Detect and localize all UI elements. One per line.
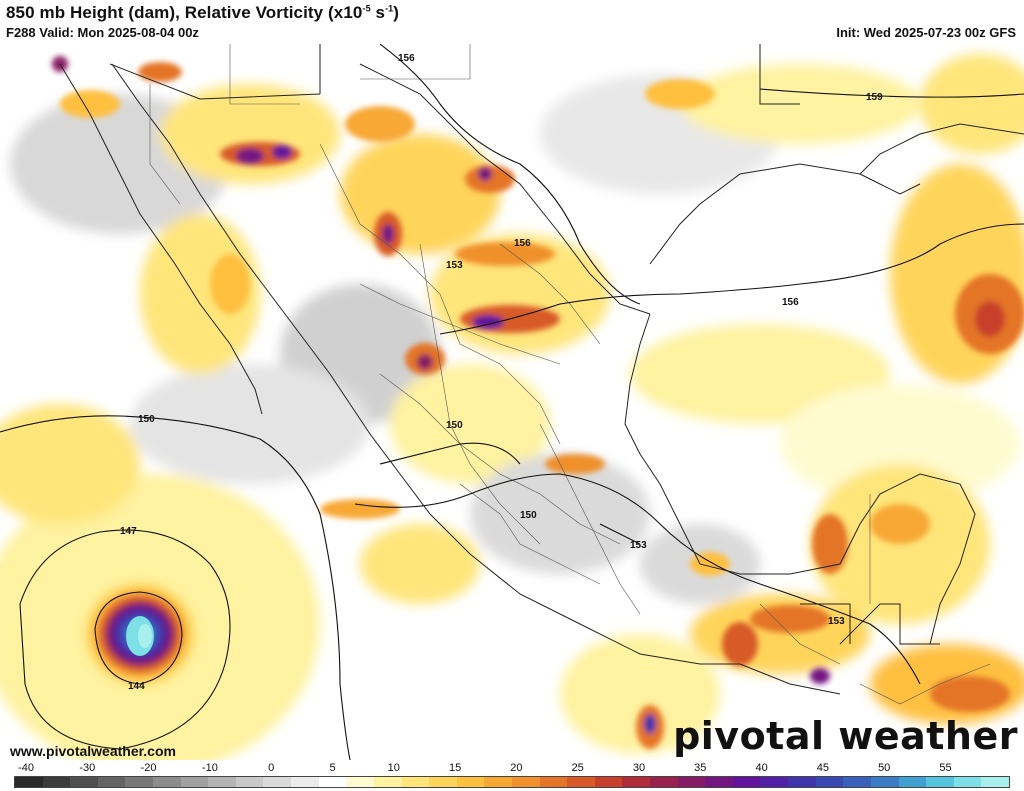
state-borders bbox=[149, 44, 991, 705]
colorbar-segment bbox=[318, 777, 347, 787]
website-url: www.pivotalweather.com bbox=[10, 743, 176, 759]
colorbar-tick-label: 45 bbox=[816, 762, 830, 774]
colorbar-segment bbox=[870, 777, 899, 787]
map-title: 850 mb Height (dam), Relative Vorticity … bbox=[6, 3, 400, 22]
colorbar-segment bbox=[815, 777, 844, 787]
colorbar-tick-label: -20 bbox=[140, 762, 157, 774]
colorbar-segment bbox=[484, 777, 512, 787]
colorbar-segment bbox=[153, 777, 181, 787]
colorbar-segment bbox=[291, 777, 319, 787]
colorbar-segment bbox=[346, 777, 374, 787]
colorbar-segment bbox=[70, 777, 98, 787]
weather-map[interactable]: 156 159 156 153 156 150 150 150 147 144 … bbox=[0, 44, 1024, 760]
colorbar-segment bbox=[456, 777, 485, 787]
colorbar-segment bbox=[539, 777, 568, 787]
colorbar-tick-label: 30 bbox=[632, 762, 646, 774]
map-canvas: 156 159 156 153 156 150 150 150 147 144 … bbox=[0, 44, 1024, 760]
colorbar-segment bbox=[511, 777, 540, 787]
colorbar-segment bbox=[263, 777, 292, 787]
colorbar-tick-label: 10 bbox=[387, 762, 400, 774]
colorbar-tick-label: -10 bbox=[201, 762, 218, 774]
vorticity-maxima bbox=[52, 56, 1024, 749]
colorbar-tick-label: 50 bbox=[878, 762, 891, 774]
colorbar-segment bbox=[843, 777, 871, 787]
contour-label: 150 bbox=[138, 414, 155, 425]
colorbar-tick-label: 40 bbox=[755, 762, 768, 774]
colorbar-tick-label: 25 bbox=[571, 762, 584, 774]
colorbar-segment bbox=[760, 777, 789, 787]
contour-label: 150 bbox=[446, 420, 463, 431]
colorbar-tick-label: -30 bbox=[79, 762, 96, 774]
coastlines bbox=[59, 44, 1024, 695]
colorbar-tick-label: 20 bbox=[510, 762, 523, 774]
height-contours bbox=[0, 44, 1024, 760]
pivotal-weather-logo: pivotal weather bbox=[673, 714, 1018, 758]
colorbar-tick-label: 55 bbox=[939, 762, 952, 774]
contour-label: 147 bbox=[120, 526, 137, 537]
colorbar-segment bbox=[594, 777, 623, 787]
colorbar-segment bbox=[622, 777, 651, 787]
colorbar-segment bbox=[373, 777, 402, 787]
contour-label: 156 bbox=[398, 53, 415, 64]
colorbar-segment bbox=[788, 777, 816, 787]
contour-label: 150 bbox=[520, 510, 537, 521]
colorbar-tick-label: 15 bbox=[448, 762, 462, 774]
colorbar-segment bbox=[732, 777, 761, 787]
colorbar-segment bbox=[401, 777, 430, 787]
colorbar bbox=[14, 776, 1010, 788]
contour-label: 153 bbox=[630, 540, 647, 551]
colorbar-segment bbox=[180, 777, 209, 787]
colorbar-tick-label: 5 bbox=[329, 762, 336, 774]
colorbar-segment bbox=[677, 777, 706, 787]
contour-label: 144 bbox=[128, 681, 145, 692]
contour-label: 159 bbox=[866, 92, 883, 103]
contour-label: 153 bbox=[446, 260, 463, 271]
colorbar-tick-label: 0 bbox=[268, 762, 275, 774]
valid-time: F288 Valid: Mon 2025-08-04 00z bbox=[6, 25, 199, 40]
colorbar-segment bbox=[15, 777, 43, 787]
colorbar-segment bbox=[42, 777, 71, 787]
colorbar-segment bbox=[953, 777, 982, 787]
colorbar-segment bbox=[125, 777, 154, 787]
contour-labels: 156 159 156 153 156 150 150 150 147 144 … bbox=[120, 53, 883, 692]
colorbar-segment bbox=[898, 777, 927, 787]
contour-label: 156 bbox=[782, 297, 799, 308]
colorbar-segment bbox=[208, 777, 236, 787]
colorbar-tick-label: 35 bbox=[694, 762, 707, 774]
colorbar-segment bbox=[567, 777, 595, 787]
contour-label: 153 bbox=[828, 616, 845, 627]
colorbar-segment bbox=[650, 777, 678, 787]
colorbar-segment bbox=[981, 777, 1009, 787]
colorbar-segment bbox=[235, 777, 264, 787]
colorbar-segment bbox=[97, 777, 126, 787]
colorbar-segment bbox=[705, 777, 733, 787]
init-time: Init: Wed 2025-07-23 00z GFS bbox=[836, 25, 1016, 40]
contour-label: 156 bbox=[514, 238, 531, 249]
colorbar-tick-label: -40 bbox=[18, 762, 34, 774]
hurricane-vortex bbox=[78, 576, 202, 692]
colorbar-tick-labels: -40 -30 -20 -10 0 5 10 15 20 25 30 35 40 45 50 55 bbox=[0, 762, 1024, 776]
colorbar-segment bbox=[926, 777, 954, 787]
header: 850 mb Height (dam), Relative Vorticity … bbox=[0, 0, 1024, 44]
colorbar-segment bbox=[429, 777, 457, 787]
